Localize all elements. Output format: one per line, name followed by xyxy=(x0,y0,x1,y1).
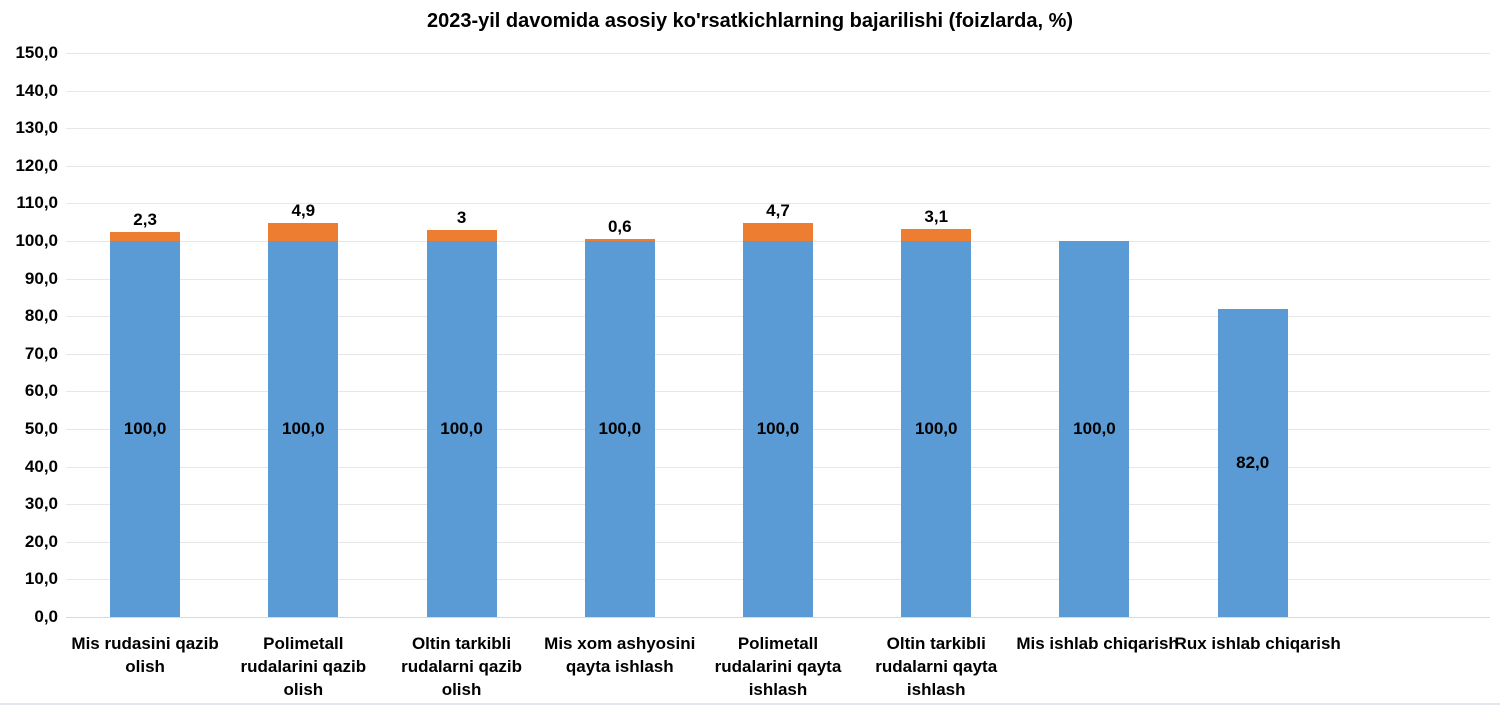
x-category-label: Mis rudasini qazib olish xyxy=(71,634,219,676)
bar-value-label: 100,0 xyxy=(756,419,800,438)
stack-value-label: 4,7 xyxy=(766,201,790,221)
x-category-label: Oltin tarkibli rudalarni qayta ishlash xyxy=(875,634,998,699)
y-axis-tick-label: 30,0 xyxy=(24,494,58,514)
bar-value-label: 100,0 xyxy=(914,419,958,438)
x-category-label: Polimetall rudalarini qayta ishlash xyxy=(714,634,842,699)
bar-segment-base xyxy=(743,241,813,617)
bar-segment-base xyxy=(268,241,339,617)
bar-segment-top xyxy=(268,222,339,241)
gridline xyxy=(66,53,1490,54)
x-category-label: Rux ishlab chiqarish xyxy=(1174,634,1341,653)
gridline xyxy=(66,203,1490,205)
x-category-label: Mis ishlab chiqarish xyxy=(1016,634,1179,653)
bar-segment-base xyxy=(426,241,497,617)
y-axis-tick-label: 20,0 xyxy=(24,531,58,551)
y-axis-tick-label: 60,0 xyxy=(24,381,58,401)
y-axis-tick-label: 80,0 xyxy=(24,306,58,326)
y-axis-tick-label: 10,0 xyxy=(24,569,58,589)
stack-value-label: 3,1 xyxy=(924,207,949,227)
bar-value-label: 100,0 xyxy=(1073,419,1116,438)
y-axis-tick-label: 150,0 xyxy=(15,43,58,62)
gridline xyxy=(66,90,1490,92)
x-category-label: Polimetall rudalarini qazib olish xyxy=(240,634,367,699)
gridline xyxy=(66,128,1490,130)
bar-value-label: 100,0 xyxy=(440,419,483,438)
gridline xyxy=(66,165,1490,167)
gridline xyxy=(66,617,1490,618)
x-category-label: Oltin tarkibli rudalarni qazib olish xyxy=(401,634,522,699)
bar-segment-top xyxy=(110,232,181,241)
y-axis-tick-label: 0,0 xyxy=(34,607,58,626)
y-axis-tick-label: 70,0 xyxy=(24,343,58,363)
chart-title: 2023-yil davomida asosiy ko'rsatkichlarn… xyxy=(426,10,1074,32)
bar-segment-base xyxy=(110,241,181,617)
bar-segment-top xyxy=(584,238,655,241)
y-axis-tick-label: 40,0 xyxy=(24,456,58,476)
x-category-label: Mis xom ashyosini qayta ishlash xyxy=(544,634,696,676)
bar-segment-top xyxy=(426,229,497,241)
stack-value-label: 0,6 xyxy=(607,216,632,236)
bar-segment-base xyxy=(1059,241,1130,617)
y-axis-tick-label: 140,0 xyxy=(15,80,58,100)
bar-segment-base xyxy=(1217,308,1288,617)
bar-value-label: 100,0 xyxy=(282,419,325,438)
y-axis-tick-label: 120,0 xyxy=(15,155,58,175)
bottom-divider xyxy=(0,703,1500,708)
y-axis-tick-label: 50,0 xyxy=(24,419,58,438)
stack-value-label: 3 xyxy=(456,207,467,227)
stack-value-label: 2,3 xyxy=(133,210,157,230)
bar-segment-base xyxy=(901,241,972,617)
bar-segment-top xyxy=(901,229,972,241)
bar-value-label: 100,0 xyxy=(598,419,642,438)
bar-value-label: 82,0 xyxy=(1236,452,1270,472)
y-axis-tick-label: 100,0 xyxy=(15,231,58,250)
bar-segment-top xyxy=(743,223,813,241)
y-axis-tick-label: 110,0 xyxy=(16,193,58,213)
y-axis-tick-label: 130,0 xyxy=(15,118,58,138)
y-axis-tick-label: 90,0 xyxy=(24,268,58,288)
stack-value-label: 4,9 xyxy=(291,200,316,220)
bar-segment-base xyxy=(584,241,655,617)
bar-value-label: 100,0 xyxy=(123,419,167,438)
